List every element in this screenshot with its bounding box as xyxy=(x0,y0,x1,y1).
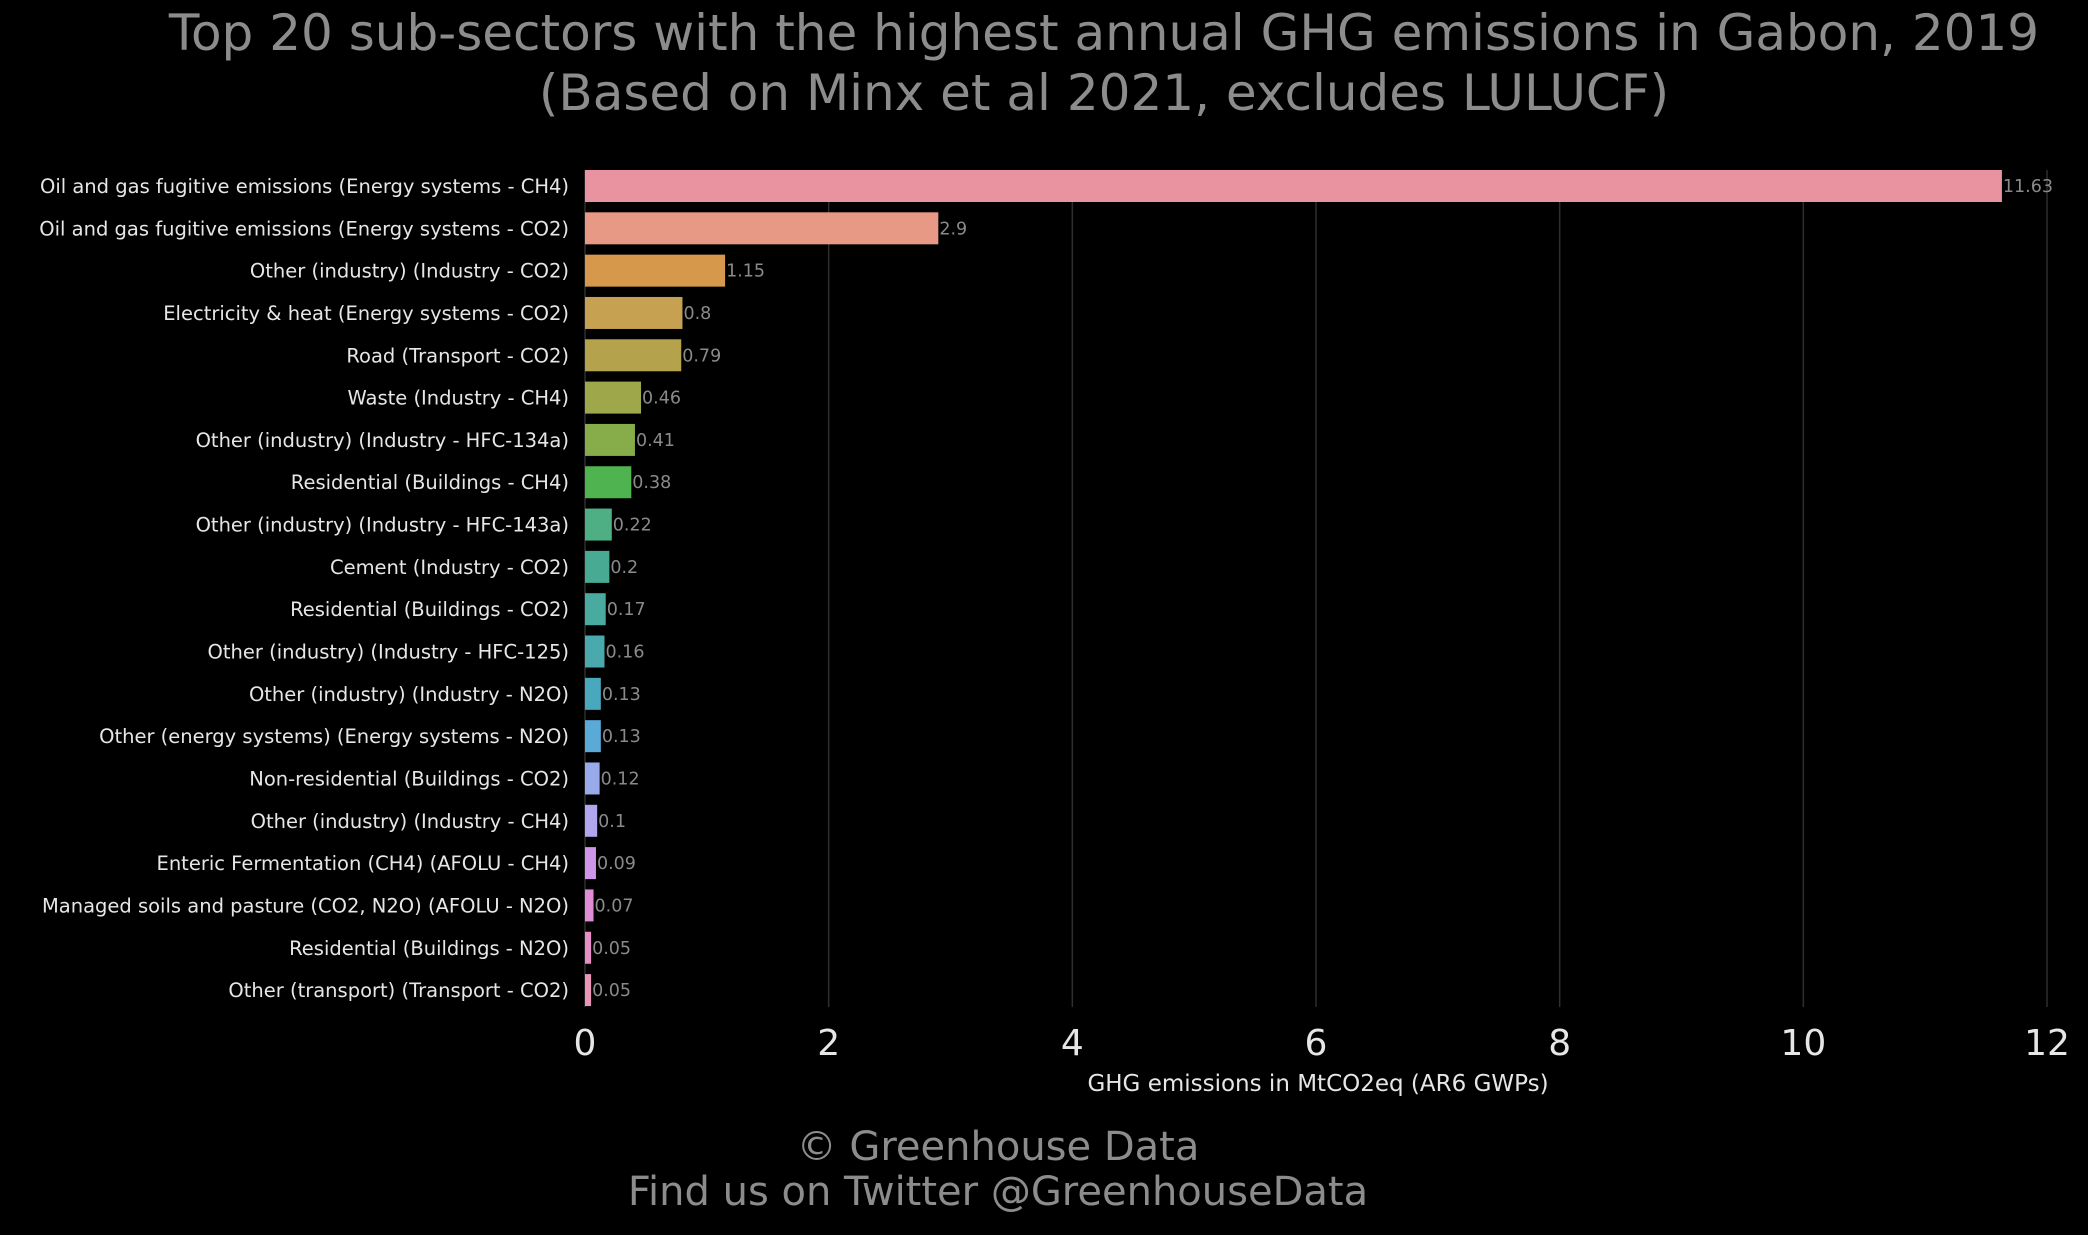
data-label: 0.09 xyxy=(597,854,636,874)
category-label: Other (industry) (Industry - HFC-134a) xyxy=(196,429,569,452)
category-label: Enteric Fermentation (CH4) (AFOLU - CH4) xyxy=(157,852,570,875)
x-axis-label: GHG emissions in MtCO2eq (AR6 GWPs) xyxy=(1087,1071,1548,1097)
data-label: 0.17 xyxy=(607,600,646,620)
bar xyxy=(585,212,939,245)
category-label: Residential (Buildings - CO2) xyxy=(290,598,569,621)
x-tick-label: 6 xyxy=(1305,1023,1328,1064)
bar xyxy=(585,593,606,626)
data-label: 0.13 xyxy=(602,727,641,747)
bar xyxy=(585,889,594,922)
category-labels: Oil and gas fugitive emissions (Energy s… xyxy=(39,175,569,1002)
bar xyxy=(585,847,596,880)
x-tick-labels: 0 2 4 6 8 10 12 xyxy=(574,1023,2070,1064)
data-label: 11.63 xyxy=(2003,177,2053,197)
category-label: Road (Transport - CO2) xyxy=(346,344,569,367)
bar xyxy=(585,508,612,541)
bar xyxy=(585,677,601,710)
bar xyxy=(585,339,682,372)
category-label: Other (industry) (Industry - HFC-125) xyxy=(208,641,569,664)
category-label: Non-residential (Buildings - CO2) xyxy=(249,767,569,790)
bar xyxy=(585,550,610,583)
category-label: Managed soils and pasture (CO2, N2O) (AF… xyxy=(42,894,569,917)
value-labels: 11.63 2.9 1.15 0.8 0.79 0.46 0.41 0.38 0.22 0.2 0.… xyxy=(592,177,2053,1001)
bar xyxy=(585,804,598,837)
category-label: Other (energy systems) (Energy systems -… xyxy=(99,725,569,748)
data-label: 0.79 xyxy=(682,346,721,366)
x-tick-label: 12 xyxy=(2024,1023,2070,1064)
bar xyxy=(585,974,592,1007)
data-label: 0.41 xyxy=(636,431,675,451)
x-tick-label: 4 xyxy=(1061,1023,1084,1064)
chart-subtitle: (Based on Minx et al 2021, excludes LULU… xyxy=(539,64,1669,122)
x-tick-label: 2 xyxy=(817,1023,840,1064)
data-label: 2.9 xyxy=(939,219,967,239)
bar xyxy=(585,931,592,964)
bar xyxy=(585,423,635,456)
data-label: 0.1 xyxy=(598,812,626,832)
category-label: Waste (Industry - CH4) xyxy=(347,387,569,410)
category-label: Other (industry) (Industry - CO2) xyxy=(250,260,569,283)
category-label: Electricity & heat (Energy systems - CO2… xyxy=(163,302,569,325)
bar xyxy=(585,720,601,753)
bar xyxy=(585,635,605,668)
data-label: 0.16 xyxy=(605,643,644,663)
bar xyxy=(585,466,632,499)
data-label: 0.12 xyxy=(601,769,640,789)
category-label: Other (industry) (Industry - CH4) xyxy=(251,810,569,833)
data-label: 0.2 xyxy=(610,558,638,578)
data-label: 0.05 xyxy=(592,939,631,959)
footer-twitter: Find us on Twitter @GreenhouseData xyxy=(628,1169,1368,1215)
category-label: Oil and gas fugitive emissions (Energy s… xyxy=(39,217,569,240)
x-tick-label: 8 xyxy=(1548,1023,1571,1064)
data-label: 0.22 xyxy=(613,516,652,536)
category-label: Residential (Buildings - N2O) xyxy=(289,937,569,960)
bar xyxy=(585,381,642,414)
category-label: Residential (Buildings - CH4) xyxy=(291,471,569,494)
data-label: 0.46 xyxy=(642,389,681,409)
footer-copyright: © Greenhouse Data xyxy=(797,1124,1200,1170)
x-tick-label: 0 xyxy=(574,1023,597,1064)
data-label: 0.13 xyxy=(602,685,641,705)
chart-title: Top 20 sub-sectors with the highest annu… xyxy=(168,4,2039,62)
category-label: Other (industry) (Industry - HFC-143a) xyxy=(196,514,569,537)
category-label: Oil and gas fugitive emissions (Energy s… xyxy=(40,175,569,198)
bar xyxy=(585,762,600,795)
bar xyxy=(585,170,2002,202)
x-tick-label: 10 xyxy=(1780,1023,1826,1064)
bar xyxy=(585,296,683,329)
data-label: 1.15 xyxy=(726,262,765,282)
category-label: Other (industry) (Industry - N2O) xyxy=(249,683,569,706)
bars xyxy=(585,170,2002,1007)
data-label: 0.07 xyxy=(595,896,634,916)
data-label: 0.8 xyxy=(683,304,711,324)
category-label: Other (transport) (Transport - CO2) xyxy=(228,979,569,1002)
bar xyxy=(585,254,726,287)
data-label: 0.38 xyxy=(632,473,671,493)
data-label: 0.05 xyxy=(592,981,631,1001)
category-label: Cement (Industry - CO2) xyxy=(330,556,569,579)
